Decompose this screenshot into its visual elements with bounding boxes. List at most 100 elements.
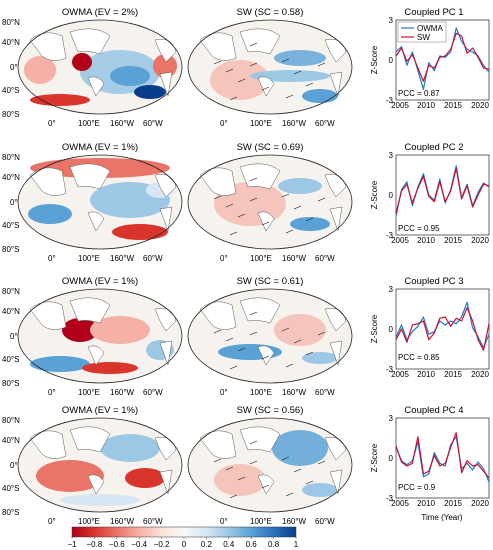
pc2-plot [395, 165, 490, 217]
lat-label: 40°S [2, 86, 19, 95]
sw-map-title-3: SW (SC = 0.61) [237, 276, 304, 287]
lon-label: 160°W [110, 254, 135, 263]
lat-labels-row2: 80°N 40°N 0° 40°S 80°S [2, 153, 20, 254]
pc1-xtick-2005: 2005 [391, 101, 409, 110]
pc4-xtick-2015: 2015 [444, 499, 462, 508]
pc1-ytick-mid: 0 [389, 56, 394, 65]
lon-label: 0° [220, 388, 228, 397]
lon-label: 0° [48, 254, 56, 263]
series-line-sw [395, 307, 490, 351]
lon-label: 60°W [315, 517, 335, 526]
owma-map [17, 19, 183, 115]
row-3: OWMA (EV = 1%) SW (SC = 0.61) [17, 276, 490, 384]
lat-label: 80°S [2, 508, 19, 517]
sw-map-title-2: SW (SC = 0.69) [237, 142, 304, 153]
lon-label: 160°W [282, 517, 307, 526]
owma-map-title-4: OWMA (EV = 1%) [62, 405, 138, 416]
colorbar-tick-label: −0.2 [154, 540, 170, 549]
lon-label: 100°E [250, 119, 272, 128]
lon-label: 60°W [143, 388, 163, 397]
pc4-ytick-mid: 0 [389, 454, 394, 463]
lon-label: 0° [48, 388, 56, 397]
row-4: OWMA (EV = 1%) SW (SC = 0.56) [17, 405, 490, 522]
pc3-xtick-2005: 2005 [391, 370, 409, 379]
pc1-xtick-2010: 2010 [417, 101, 435, 110]
pc3-xtick-2010: 2010 [417, 370, 435, 379]
pc2-ytick-mid: 0 [389, 191, 394, 200]
lon-label: 160°W [110, 517, 135, 526]
sw-map-3 [187, 288, 353, 384]
pc2-xtick-2020: 2020 [471, 236, 489, 245]
lat-label: 0° [10, 198, 18, 207]
owma-anomaly-field-4 [36, 434, 165, 506]
pc1-title: Coupled PC 1 [404, 7, 463, 18]
lat-label: 0° [10, 63, 18, 72]
pc2-pcc: PCC = 0.95 [398, 224, 440, 233]
pc1-legend-sw: SW [417, 33, 430, 42]
pc2-xtick-2015: 2015 [444, 236, 462, 245]
lon-label: 60°W [143, 517, 163, 526]
pc3-plot [395, 301, 490, 351]
colorbar-tick-label: −1 [67, 540, 77, 549]
lat-label: 80°S [2, 110, 19, 119]
sw-map-4 [187, 417, 353, 513]
lon-label: 60°W [315, 254, 335, 263]
lon-labels-row2: 0° 100°E 160°W 60°W 0° 100°E 160°W 60°W [48, 254, 335, 263]
lon-label: 100°E [250, 254, 272, 263]
row-1: OWMA (EV = 2%) SW (SC = 0.58) [17, 7, 490, 115]
pc4-ytick-top: 3 [389, 414, 394, 423]
pc4-xtick-2020: 2020 [471, 499, 489, 508]
owma-land [29, 28, 177, 97]
lat-label: 0° [10, 461, 18, 470]
sw-anomaly-field [210, 50, 338, 103]
pc1-ytick-bottom: -3 [386, 96, 394, 105]
lon-labels-row3: 0° 100°E 160°W 60°W 0° 100°E 160°W 60°W [48, 388, 335, 397]
owma-land-4 [29, 426, 177, 495]
lat-label: 80°S [2, 245, 19, 254]
lon-label: 0° [220, 119, 228, 128]
lat-label: 80°N [2, 287, 20, 296]
series-line-owma [395, 301, 490, 349]
colorbar-tick-label: −0.6 [109, 540, 125, 549]
pc2-ylabel: Z-Score [370, 180, 379, 209]
pc3-ylabel: Z-Score [370, 314, 379, 343]
lon-label: 100°E [78, 119, 100, 128]
colorbar-tick-label: 0 [182, 540, 187, 549]
owma-map-title-2: OWMA (EV = 1%) [62, 142, 138, 153]
lon-label: 0° [220, 254, 228, 263]
lon-label: 60°W [315, 388, 335, 397]
sw-map-2 [187, 154, 353, 250]
owma-map-title-3: OWMA (EV = 1%) [62, 276, 138, 287]
pc4-ylabel: Z-Score [370, 443, 379, 472]
pc1-legend: OWMA SW [397, 21, 447, 43]
pc4-xlabel: Time (Year) [421, 513, 463, 522]
colorbar-tick-label: 0.6 [246, 540, 258, 549]
colorbar-tick-label: −0.4 [131, 540, 147, 549]
pc1-ytick-top: 3 [389, 16, 394, 25]
lat-label: 0° [10, 332, 18, 341]
owma-map-4 [17, 417, 183, 513]
lon-label: 160°W [110, 119, 135, 128]
lat-label: 40°N [2, 307, 20, 316]
lon-labels-row4: 0° 100°E 160°W 60°W 0° 100°E 160°W 60°W [48, 517, 335, 526]
series-line-sw [395, 432, 490, 479]
pc4-pcc: PCC = 0.9 [398, 483, 436, 492]
lon-label: 60°W [315, 119, 335, 128]
lat-labels-row3: 80°N 40°N 0° 40°S 80°S [2, 287, 20, 388]
pc3-xtick-2015: 2015 [444, 370, 462, 379]
colorbar-ticks: −1 −0.8 −0.6 −0.4 −0.2 0 0.2 0.4 0.6 0.8 1 [67, 537, 299, 549]
colorbar: −1 −0.8 −0.6 −0.4 −0.2 0 0.2 0.4 0.6 0.8 1 [67, 526, 299, 549]
sw-wind-vectors-4 [213, 440, 326, 499]
colorbar-tick-label: 0.8 [268, 540, 280, 549]
colorbar-tick-label: −0.8 [87, 540, 103, 549]
pc4-title: Coupled PC 4 [404, 405, 463, 416]
lat-label: 80°S [2, 379, 19, 388]
pc2-ytick-top: 3 [389, 151, 394, 160]
lon-label: 0° [48, 517, 56, 526]
pc3-ytick-mid: 0 [389, 325, 394, 334]
owma-map-2 [17, 154, 183, 250]
pc1-plot [395, 27, 490, 90]
colorbar-tick-label: 1 [294, 540, 299, 549]
lat-labels-row1: 80°N 40°N 0° 40°S 80°S [2, 18, 20, 119]
